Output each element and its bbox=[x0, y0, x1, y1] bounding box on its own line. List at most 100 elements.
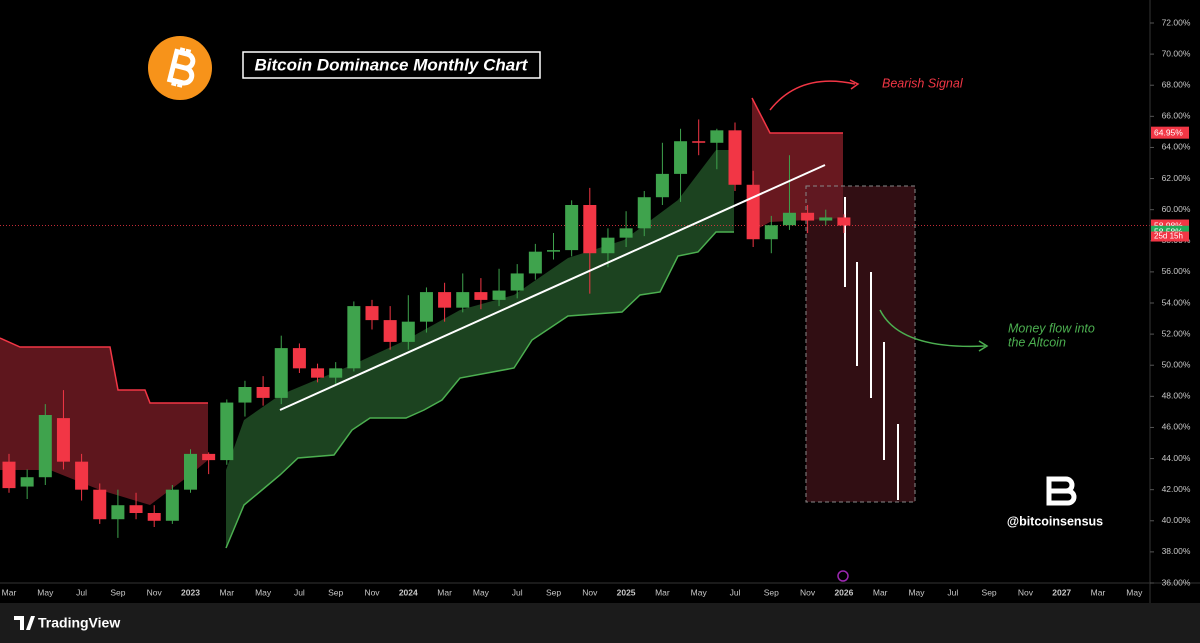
price-marker-label: 64.95% bbox=[1154, 127, 1183, 137]
countdown: 25d 15h bbox=[1154, 232, 1183, 241]
chart-title: Bitcoin Dominance Monthly Chart bbox=[255, 55, 529, 74]
y-tick-label: 42.00% bbox=[1162, 484, 1191, 494]
candle-body bbox=[528, 251, 542, 274]
y-tick-label: 68.00% bbox=[1162, 79, 1191, 89]
y-tick-label: 46.00% bbox=[1162, 422, 1191, 432]
cloud-edge bbox=[0, 337, 208, 404]
candle-body bbox=[111, 505, 125, 520]
x-tick-label: 2027 bbox=[1052, 587, 1071, 597]
x-tick-label: Nov bbox=[1018, 587, 1034, 597]
y-tick-label: 54.00% bbox=[1162, 297, 1191, 307]
y-tick-label: 50.00% bbox=[1162, 359, 1191, 369]
candle-body bbox=[474, 292, 488, 300]
trend-line bbox=[279, 164, 826, 411]
x-tick-label: 2026 bbox=[834, 587, 853, 597]
title-box bbox=[242, 51, 541, 79]
x-tick-label: Mar bbox=[873, 587, 888, 597]
y-tick-label: 70.00% bbox=[1162, 48, 1191, 58]
x-tick-label: Jul bbox=[730, 587, 741, 597]
candle-body bbox=[565, 205, 579, 251]
brand-logo bbox=[1046, 476, 1077, 506]
candle-body bbox=[746, 184, 760, 240]
candle-body bbox=[365, 306, 379, 321]
y-tick-label: 64.00% bbox=[1162, 142, 1191, 152]
handle: @bitcoinsensus bbox=[1007, 514, 1103, 528]
x-tick-label: 2023 bbox=[181, 587, 200, 597]
candle-body bbox=[837, 217, 851, 226]
candle-body bbox=[692, 141, 706, 143]
candle-body bbox=[165, 489, 179, 521]
x-tick-label: 2025 bbox=[617, 587, 636, 597]
x-tick-label: Mar bbox=[1091, 587, 1106, 597]
x-tick-label: Mar bbox=[437, 587, 452, 597]
arrow-head bbox=[978, 340, 989, 352]
candle-body bbox=[93, 489, 107, 520]
x-tick-label: Nov bbox=[800, 587, 816, 597]
x-tick-label: Nov bbox=[582, 587, 598, 597]
candle-body bbox=[56, 418, 70, 462]
x-tick-label: Sep bbox=[328, 587, 343, 597]
x-tick-label: May bbox=[908, 587, 925, 597]
x-tick-label: Sep bbox=[546, 587, 561, 597]
cloud-edge bbox=[751, 97, 843, 134]
footer-brand: TradingView bbox=[38, 615, 120, 631]
tradingview-logo bbox=[14, 616, 35, 630]
candle-body bbox=[674, 141, 688, 174]
x-tick-label: 2024 bbox=[399, 587, 418, 597]
x-tick-label: Jul bbox=[294, 587, 305, 597]
candle-body bbox=[383, 320, 397, 342]
candle-body bbox=[274, 348, 288, 398]
candle-body bbox=[401, 321, 415, 342]
candle-body bbox=[619, 228, 633, 238]
countdown-box bbox=[1151, 231, 1189, 242]
price-marker-label: 58.58% bbox=[1154, 227, 1183, 237]
candle-body bbox=[20, 477, 34, 487]
y-tick-label: 44.00% bbox=[1162, 453, 1191, 463]
y-tick-label: 60.00% bbox=[1162, 204, 1191, 214]
y-tick-label: 66.00% bbox=[1162, 111, 1191, 121]
arrow bbox=[879, 309, 986, 348]
bitcoin-symbol bbox=[166, 47, 196, 88]
x-tick-label: Mar bbox=[219, 587, 234, 597]
x-tick-label: Jul bbox=[947, 587, 958, 597]
candle-body bbox=[129, 505, 143, 513]
x-tick-label: May bbox=[1126, 587, 1143, 597]
candle-body bbox=[764, 225, 778, 240]
annotation: Bearish Signal bbox=[882, 76, 964, 90]
x-tick-label: May bbox=[255, 587, 272, 597]
y-tick-label: 40.00% bbox=[1162, 515, 1191, 525]
candle-body bbox=[75, 461, 89, 490]
red-cloud bbox=[0, 338, 208, 505]
candle-body bbox=[782, 212, 796, 226]
x-tick-label: Mar bbox=[2, 587, 17, 597]
x-tick-label: Jul bbox=[512, 587, 523, 597]
plot bbox=[0, 119, 1150, 538]
y-tick-label: 48.00% bbox=[1162, 391, 1191, 401]
arrow-head bbox=[849, 79, 860, 90]
x-tick-label: May bbox=[473, 587, 490, 597]
arrow bbox=[769, 80, 856, 111]
candle-body bbox=[220, 402, 234, 461]
candle-body bbox=[147, 513, 161, 521]
price-marker-label: 58.98% bbox=[1154, 220, 1183, 230]
candle-body bbox=[347, 306, 361, 369]
y-tick-label: 38.00% bbox=[1162, 546, 1191, 556]
candle-body bbox=[601, 237, 615, 254]
candle-body bbox=[202, 453, 216, 461]
x-tick-label: May bbox=[691, 587, 708, 597]
candle-body bbox=[710, 130, 724, 143]
footer bbox=[0, 603, 1200, 643]
x-tick-label: Jul bbox=[76, 587, 87, 597]
candle-body bbox=[2, 461, 16, 489]
candle-body bbox=[184, 453, 197, 490]
candle-body bbox=[547, 250, 560, 252]
x-tick-label: Sep bbox=[982, 587, 997, 597]
x-tick-label: Sep bbox=[110, 587, 125, 597]
candle-body bbox=[456, 292, 470, 308]
y-tick-label: 62.00% bbox=[1162, 173, 1191, 183]
x-tick-label: Nov bbox=[147, 587, 163, 597]
x-tick-label: Sep bbox=[764, 587, 779, 597]
candle-body bbox=[438, 292, 452, 308]
x-tick-label: Mar bbox=[655, 587, 670, 597]
